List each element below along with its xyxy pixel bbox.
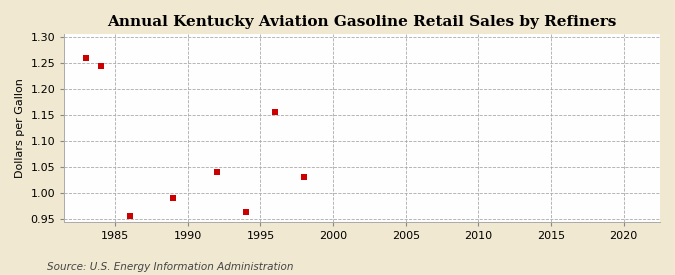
Point: [124, 214, 135, 218]
Point: [81, 56, 92, 60]
Text: Source: U.S. Energy Information Administration: Source: U.S. Energy Information Administ…: [47, 262, 294, 272]
Point: [95, 63, 106, 68]
Point: [298, 175, 309, 180]
Point: [168, 196, 179, 200]
Point: [269, 110, 280, 115]
Point: [211, 170, 222, 174]
Title: Annual Kentucky Aviation Gasoline Retail Sales by Refiners: Annual Kentucky Aviation Gasoline Retail…: [107, 15, 617, 29]
Point: [240, 210, 251, 214]
Y-axis label: Dollars per Gallon: Dollars per Gallon: [15, 78, 25, 178]
